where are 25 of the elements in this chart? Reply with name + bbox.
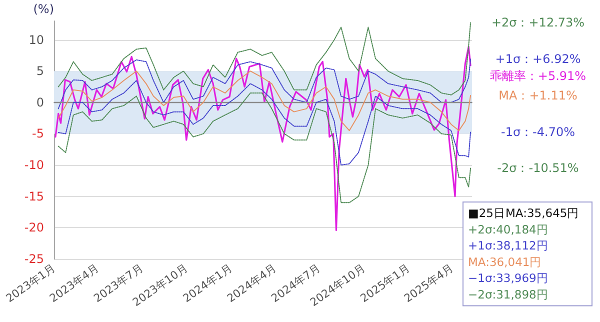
y-tick-label: -10 <box>24 158 44 172</box>
annotation: +2σ:40,184円 <box>468 222 548 236</box>
text: −1σ:33,969円 <box>468 271 548 286</box>
y-tick-label: -20 <box>24 220 44 235</box>
annotation: +1σ：+6.92% <box>495 52 581 66</box>
text: −2σ:31,898円 <box>468 288 548 302</box>
y-tick-label: -15 <box>24 189 44 204</box>
y-tick-label: 5 <box>36 64 44 78</box>
line-series <box>58 92 472 204</box>
y-tick-label: -25 <box>24 252 44 266</box>
annotation: +2σ：+12.73% <box>491 16 585 30</box>
annotation: MA:36,041円 <box>468 254 542 269</box>
annotation: +1σ:38,112円 <box>468 238 548 253</box>
y-tick-label: 0 <box>36 95 44 110</box>
line-series <box>58 80 472 166</box>
line-series <box>58 22 472 96</box>
annotation: 乖離率：+5.91% <box>490 69 586 84</box>
annotation: ■25日MA:35,645円 <box>468 206 580 220</box>
annotation: MA：+1.11% <box>498 88 578 102</box>
annotation: -1σ：-4.70% <box>500 124 576 139</box>
line-series <box>58 58 472 110</box>
y-tick-label: 10 <box>28 32 44 47</box>
y-tick-label: -5 <box>32 126 44 141</box>
annotation: -2σ：-10.51% <box>497 161 579 176</box>
y-axis-title: (%) <box>33 2 54 16</box>
